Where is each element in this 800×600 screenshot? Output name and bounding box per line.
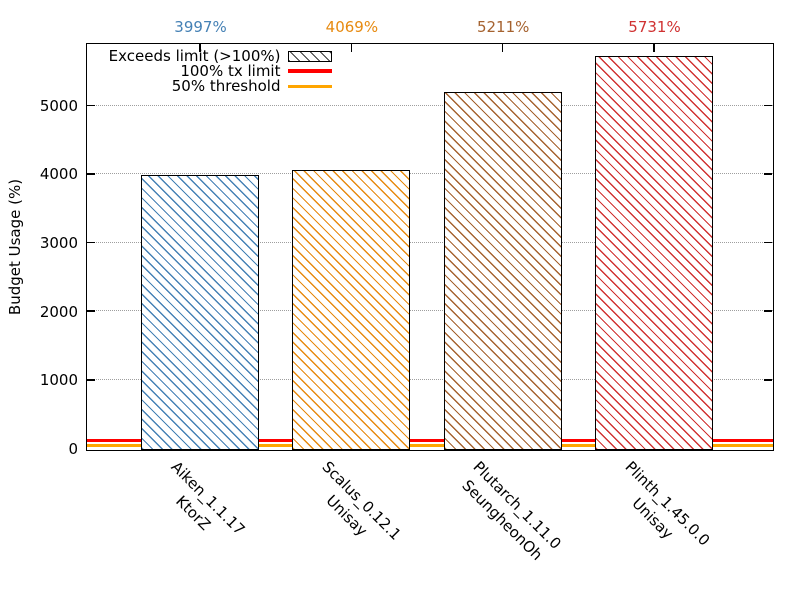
legend-label: 100% tx limit — [180, 61, 281, 80]
x-tick-label-text: Aiken_1.1.17 KtorZ — [167, 457, 249, 539]
y-tick-label: 3000 — [39, 234, 78, 253]
x-tick-mark-top — [199, 43, 201, 52]
legend: Exceeds limit (>100%) 100% tx limit 50% th… — [87, 46, 332, 95]
bar — [141, 175, 259, 450]
y-tick-mark-left — [86, 173, 95, 175]
x-tick-label-text: Plinth_1.45.0.0 Unisay — [621, 457, 713, 550]
bar-value-label: 4069% — [325, 18, 379, 36]
x-tick-mark-top — [653, 43, 655, 52]
legend-line-swatch — [287, 84, 332, 88]
y-tick-label: 0 — [68, 440, 78, 458]
legend-row: 100% tx limit — [87, 61, 332, 80]
y-tick-mark-right — [763, 241, 772, 244]
bar — [292, 170, 411, 450]
gridline — [86, 173, 773, 175]
reference-line-100pct — [86, 438, 773, 443]
legend-row: Exceeds limit (>100%) — [87, 46, 332, 65]
bar-value-label: 3997% — [174, 18, 227, 36]
x-tick-label: Plutarch_1.11.0 SeungheonOh — [459, 457, 600, 564]
y-tick-mark-right — [763, 104, 772, 107]
y-tick-mark-left — [86, 241, 95, 244]
y-tick-mark-left — [86, 379, 95, 381]
gridline — [86, 241, 773, 243]
x-tick-mark-top — [350, 43, 353, 52]
reference-line-50pct — [86, 443, 773, 447]
y-tick-mark-left — [86, 310, 95, 312]
y-tick-label: 1000 — [39, 371, 78, 390]
x-tick-label-text: Plutarch_1.11.0 SeungheonOh — [458, 457, 565, 564]
plot-area: Exceeds limit (>100%) 100% tx limit 50% th… — [85, 42, 774, 451]
bar — [595, 56, 713, 450]
gridline — [86, 379, 773, 381]
x-tick-label-text: Scalus_0.12.1 Unisay — [318, 457, 405, 544]
y-tick-mark-right — [763, 379, 772, 381]
y-tick-label: 4000 — [39, 165, 78, 184]
x-tick-label: Aiken_1.1.17 KtorZ — [167, 457, 278, 539]
legend-row: 50% threshold — [87, 76, 332, 95]
y-tick-mark-right — [763, 310, 772, 312]
x-tick-mark-top — [501, 43, 504, 52]
x-tick-label: Scalus_0.12.1 Unisay — [318, 457, 436, 544]
x-tick-label: Plinth_1.45.0.0 Unisay — [621, 457, 747, 550]
bar — [443, 91, 562, 450]
y-tick-mark-right — [763, 173, 772, 175]
legend-label: 50% threshold — [171, 76, 281, 95]
legend-hatch-swatch — [287, 50, 332, 62]
bar-value-label: 5211% — [476, 18, 530, 36]
y-tick-mark-left — [86, 104, 95, 107]
gridline — [86, 310, 773, 312]
legend-label: Exceeds limit (>100%) — [108, 46, 281, 65]
bar-value-label: 5731% — [628, 18, 681, 36]
gridline — [86, 104, 773, 106]
legend-line-swatch — [287, 69, 332, 73]
y-tick-label: 2000 — [39, 302, 78, 321]
y-tick-label: 5000 — [39, 96, 78, 115]
